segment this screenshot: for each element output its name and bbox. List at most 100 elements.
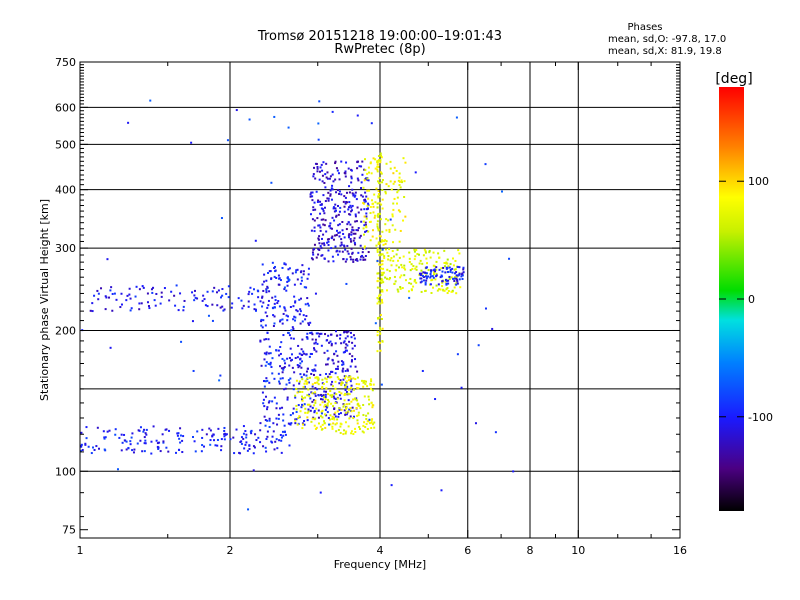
data-point: [309, 352, 312, 355]
data-point: [324, 413, 327, 416]
data-point: [300, 366, 303, 369]
data-point: [344, 393, 347, 396]
data-point: [292, 305, 295, 308]
data-point: [324, 377, 327, 380]
data-point: [324, 219, 327, 222]
data-point: [344, 202, 347, 205]
data-point: [380, 298, 383, 301]
data-point: [350, 360, 353, 363]
data-point: [345, 383, 348, 386]
data-point: [368, 398, 371, 401]
data-point: [356, 229, 359, 232]
data-point: [313, 411, 316, 414]
data-point: [398, 266, 401, 269]
data-point: [322, 394, 325, 397]
data-point: [218, 379, 221, 382]
data-point: [313, 219, 316, 222]
data-point: [364, 158, 367, 161]
data-point: [321, 169, 324, 172]
data-point: [217, 427, 220, 430]
data-point: [355, 383, 358, 386]
data-point: [328, 373, 331, 376]
data-point: [355, 229, 358, 232]
data-point: [347, 234, 350, 237]
data-point: [445, 279, 448, 282]
data-point: [260, 320, 263, 323]
data-point: [333, 392, 336, 395]
data-point: [314, 381, 317, 384]
data-point: [91, 302, 94, 305]
data-point: [275, 438, 278, 441]
data-point: [150, 440, 153, 443]
data-point: [350, 384, 353, 387]
data-point: [303, 403, 306, 406]
data-point: [320, 247, 323, 250]
data-point: [97, 298, 100, 301]
data-point: [392, 241, 395, 244]
data-point: [427, 275, 430, 278]
data-point: [131, 449, 134, 452]
data-point: [340, 193, 343, 196]
data-point: [319, 200, 322, 203]
data-point: [306, 302, 309, 305]
data-point: [378, 295, 381, 298]
data-point: [376, 249, 379, 252]
data-point: [316, 200, 319, 203]
data-point: [328, 376, 331, 379]
data-point: [330, 198, 333, 201]
data-point: [252, 288, 255, 291]
data-point: [415, 249, 418, 252]
data-point: [344, 346, 347, 349]
data-point: [400, 274, 403, 277]
data-point: [176, 434, 179, 437]
data-point: [288, 444, 291, 447]
data-point: [294, 396, 297, 399]
data-point: [399, 286, 402, 289]
data-points: [79, 99, 515, 511]
data-point: [288, 267, 291, 270]
data-point: [170, 290, 173, 293]
data-point: [293, 371, 296, 374]
data-point: [202, 294, 205, 297]
data-point: [363, 379, 366, 382]
data-point: [338, 250, 341, 253]
data-point: [266, 406, 269, 409]
data-point: [329, 390, 332, 393]
data-point: [311, 369, 314, 372]
data-point: [349, 238, 352, 241]
data-point: [348, 408, 351, 411]
data-point: [302, 270, 305, 273]
data-point: [378, 234, 381, 237]
data-point: [290, 358, 293, 361]
data-point: [446, 262, 449, 265]
data-point: [314, 208, 317, 211]
data-point: [91, 310, 94, 313]
data-point: [326, 349, 329, 352]
data-point: [427, 269, 430, 272]
data-point: [314, 364, 317, 367]
data-point: [380, 172, 383, 175]
data-point: [286, 396, 289, 399]
data-point: [282, 312, 285, 315]
data-point: [329, 175, 332, 178]
data-point: [312, 416, 315, 419]
data-point: [336, 189, 339, 192]
data-point: [244, 443, 247, 446]
data-point: [260, 364, 263, 367]
data-point: [296, 423, 299, 426]
data-point: [461, 277, 464, 280]
data-point: [333, 413, 336, 416]
data-point: [246, 449, 249, 452]
data-point: [376, 227, 379, 230]
data-point: [376, 214, 379, 217]
data-point: [339, 333, 342, 336]
data-point: [265, 288, 268, 291]
data-point: [512, 470, 515, 473]
data-point: [303, 382, 306, 385]
data-point: [461, 272, 464, 275]
data-point: [165, 446, 168, 449]
data-point: [462, 268, 465, 271]
data-point: [324, 333, 327, 336]
data-point: [420, 269, 423, 272]
data-point: [435, 284, 438, 287]
